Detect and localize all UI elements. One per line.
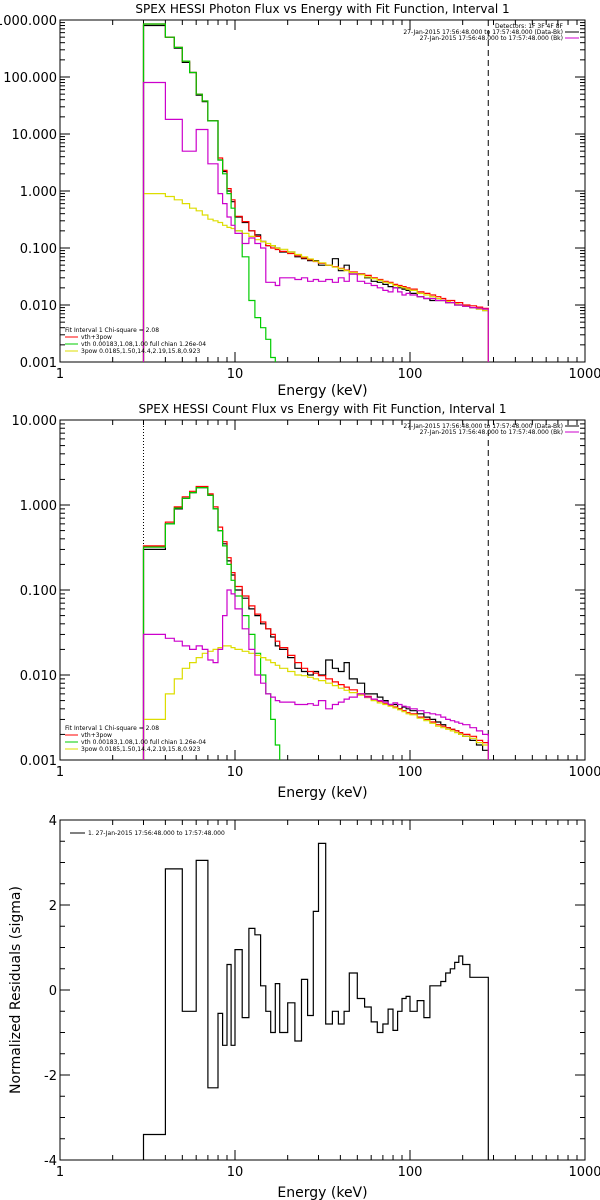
series-line-residual bbox=[142, 842, 489, 1160]
y-tick-label: 0.100 bbox=[20, 584, 57, 599]
series-line-vth bbox=[142, 23, 276, 362]
x-tick-label: 1 bbox=[56, 765, 64, 780]
y-tick-label: -2 bbox=[44, 1069, 57, 1084]
series-line-bk bbox=[142, 81, 489, 362]
data-layer bbox=[142, 20, 489, 362]
y-tick-label: 0.001 bbox=[20, 356, 57, 371]
legend-text: Fit Interval 1 Chi-square = 2.08 bbox=[65, 327, 159, 334]
x-axis-label: Energy (keV) bbox=[277, 785, 367, 801]
x-axis-label: Energy (keV) bbox=[277, 383, 367, 399]
y-tick-label: 0.010 bbox=[20, 299, 57, 314]
y-tick-label: 1.000 bbox=[20, 499, 57, 514]
series-line-vth-3pow bbox=[142, 485, 489, 760]
legend-text: 27-Jan-2015 17:56:48.000 to 17:57:48.000… bbox=[403, 29, 563, 36]
y-tick-label: 1000.000 bbox=[0, 14, 57, 29]
legend-text: 27-Jan-2015 17:56:48.000 to 17:57:48.000… bbox=[420, 35, 563, 42]
legend-text: 1. 27-Jan-2015 17:56:48.000 to 17:57:48.… bbox=[88, 830, 225, 837]
legend-text: 3pow 0.0185,1.50,14.4,2.19,15.8,0.923 bbox=[81, 348, 200, 355]
data-layer bbox=[142, 420, 489, 760]
residuals-panel: Energy (keV) Normalized Residuals (sigma)… bbox=[8, 814, 600, 1200]
series-line-vth-3pow bbox=[142, 23, 489, 362]
series-line-vth bbox=[142, 487, 281, 760]
legend-text: Fit Interval 1 Chi-square = 2.08 bbox=[65, 725, 159, 732]
y-tick-label: 10.000 bbox=[12, 128, 58, 143]
x-tick-label: 100 bbox=[398, 765, 423, 780]
x-tick-label: 1000 bbox=[568, 1165, 600, 1180]
legend-text: 27-Jan-2015 17:56:48.000 to 17:57:48.000… bbox=[420, 429, 563, 436]
y-axis-label: Normalized Residuals (sigma) bbox=[8, 886, 24, 1094]
y-tick-label: 4 bbox=[49, 814, 57, 829]
legend-text: vth 0.00183,1.08,1.00 full chian 1.26e-0… bbox=[81, 341, 206, 348]
legend-text: Detectors: 1F 3F 4F 8F bbox=[495, 23, 564, 30]
y-tick-label: 0.100 bbox=[20, 242, 57, 257]
x-tick-label: 1 bbox=[56, 367, 64, 382]
y-tick-label: 0.001 bbox=[20, 754, 57, 769]
data-layer bbox=[142, 842, 489, 1160]
legend-text: vth+3pow bbox=[81, 334, 112, 341]
y-tick-label: 0 bbox=[49, 984, 57, 999]
x-tick-label: 1000 bbox=[568, 367, 600, 382]
photon-flux-panel: SPEX HESSI Photon Flux vs Energy with Fi… bbox=[0, 2, 600, 399]
y-tick-label: 0.010 bbox=[20, 669, 57, 684]
y-tick-label: -4 bbox=[44, 1154, 57, 1169]
plot-frame bbox=[59, 819, 586, 1161]
x-tick-label: 10 bbox=[227, 367, 244, 382]
chart-title: SPEX HESSI Count Flux vs Energy with Fit… bbox=[138, 402, 506, 416]
legend-text: vth+3pow bbox=[81, 732, 112, 739]
y-tick-label: 10.000 bbox=[12, 414, 58, 429]
x-tick-label: 100 bbox=[398, 367, 423, 382]
series-line-data-bk bbox=[142, 487, 489, 760]
y-tick-label: 100.000 bbox=[3, 71, 57, 86]
series-line-3pow bbox=[142, 193, 489, 362]
x-tick-label: 1000 bbox=[568, 765, 600, 780]
y-tick-label: 1.000 bbox=[20, 185, 57, 200]
series-line-3pow bbox=[142, 645, 489, 760]
count-flux-panel: SPEX HESSI Count Flux vs Energy with Fit… bbox=[12, 402, 600, 801]
x-tick-label: 1 bbox=[56, 1165, 64, 1180]
legend-text: 27-Jan-2015 17:56:48.000 to 17:57:48.000… bbox=[403, 423, 563, 430]
plot-frame bbox=[59, 419, 586, 761]
series-line-bk bbox=[142, 589, 489, 760]
series-line-data-bk bbox=[142, 24, 489, 362]
y-tick-label: 2 bbox=[49, 899, 57, 914]
x-tick-label: 100 bbox=[398, 1165, 423, 1180]
x-tick-label: 10 bbox=[227, 765, 244, 780]
legend-text: 3pow 0.0185,1.50,14.4,2.19,15.8,0.923 bbox=[81, 746, 200, 753]
chart-title: SPEX HESSI Photon Flux vs Energy with Fi… bbox=[135, 2, 509, 16]
legend-text: vth 0.00183,1.08,1.00 full chian 1.26e-0… bbox=[81, 739, 206, 746]
x-tick-label: 10 bbox=[227, 1165, 244, 1180]
plot-frame bbox=[59, 19, 586, 363]
x-axis-label: Energy (keV) bbox=[277, 1185, 367, 1200]
